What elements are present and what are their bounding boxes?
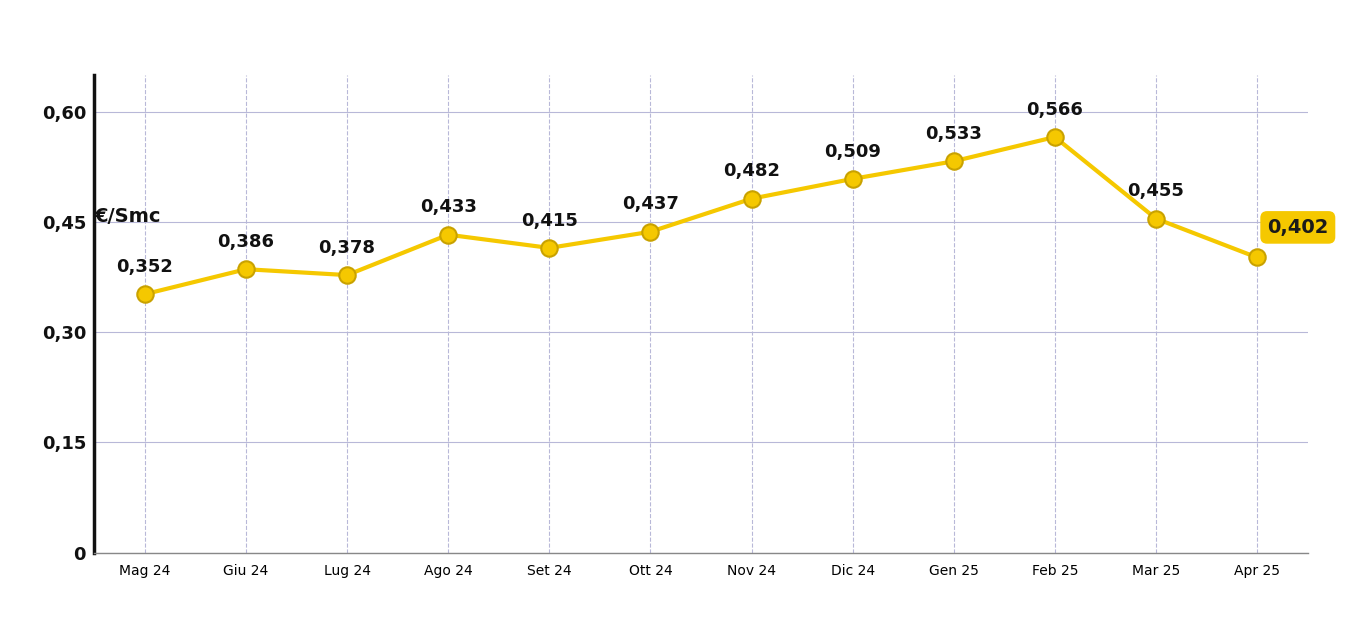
Point	[1144, 214, 1166, 224]
Text: 0,533: 0,533	[925, 125, 983, 143]
Point	[538, 243, 561, 253]
Point	[1246, 252, 1267, 263]
Point	[336, 270, 357, 280]
Text: 0,415: 0,415	[520, 212, 578, 230]
Point	[639, 227, 661, 237]
Point	[942, 156, 964, 166]
Point	[740, 193, 762, 203]
Text: 0,378: 0,378	[318, 239, 376, 257]
Text: 0,352: 0,352	[116, 258, 174, 276]
Text: €/Smc: €/Smc	[94, 207, 160, 225]
Text: 0,437: 0,437	[621, 195, 679, 214]
Text: 0,566: 0,566	[1026, 100, 1084, 119]
Point	[135, 289, 155, 299]
Text: 0,433: 0,433	[419, 198, 477, 216]
Text: 0,386: 0,386	[217, 233, 275, 251]
Point	[437, 230, 458, 240]
Text: 0,455: 0,455	[1127, 182, 1185, 200]
Text: 0,509: 0,509	[824, 143, 882, 161]
Point	[235, 264, 256, 274]
Point	[841, 174, 863, 184]
Point	[1043, 132, 1065, 142]
Text: 0,482: 0,482	[723, 163, 780, 180]
Text: 0,402: 0,402	[1267, 218, 1329, 237]
